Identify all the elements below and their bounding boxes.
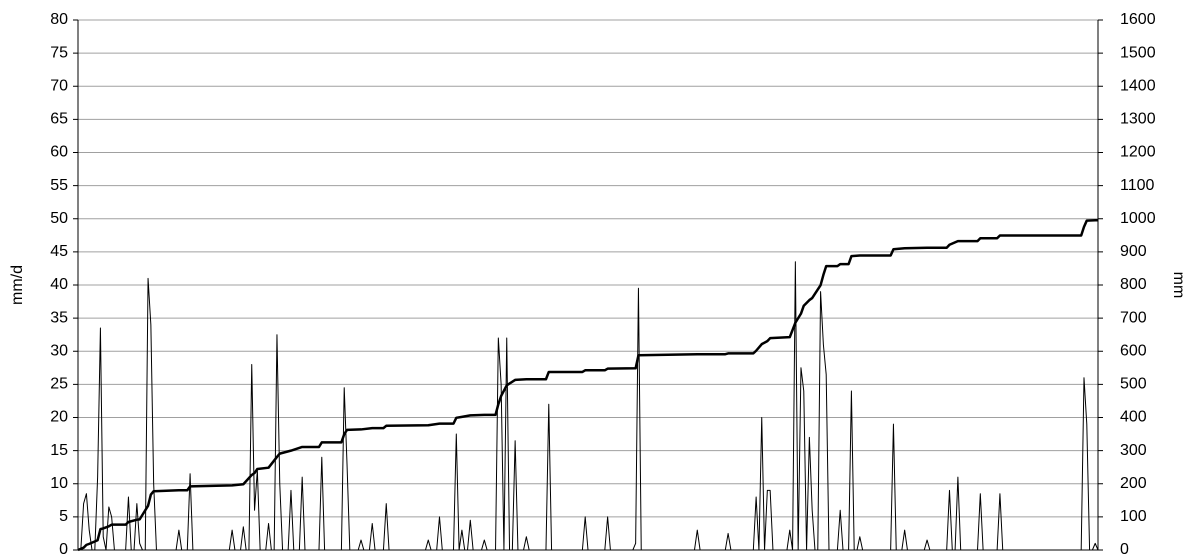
y-tick-label: 80 xyxy=(50,11,68,28)
y-tick-label: 50 xyxy=(50,210,68,227)
y2-tick-label: 1200 xyxy=(1120,144,1156,161)
y2-tick-label: 1500 xyxy=(1120,44,1156,61)
y-tick-label: 5 xyxy=(59,508,68,525)
y-tick-label: 20 xyxy=(50,409,68,426)
y2-tick-label: 1000 xyxy=(1120,210,1156,227)
y2-tick-label: 1300 xyxy=(1120,111,1156,128)
y2-tick-label: 1100 xyxy=(1120,177,1155,194)
y2-axis-label: mm xyxy=(1170,272,1187,299)
y-axis-label: mm/d xyxy=(9,265,26,305)
y-tick-label: 25 xyxy=(50,376,68,393)
y-tick-label: 55 xyxy=(50,177,68,194)
y2-tick-label: 600 xyxy=(1120,342,1147,359)
y2-tick-label: 500 xyxy=(1120,376,1147,393)
series-line xyxy=(78,261,1099,551)
y2-tick-label: 700 xyxy=(1120,309,1147,326)
y-tick-label: 15 xyxy=(50,442,68,459)
y-tick-label: 40 xyxy=(50,276,68,293)
y2-tick-label: 1600 xyxy=(1120,11,1156,28)
y2-tick-label: 300 xyxy=(1120,442,1147,459)
y-tick-label: 45 xyxy=(50,243,68,260)
y-tick-label: 60 xyxy=(50,144,68,161)
y2-tick-label: 200 xyxy=(1120,475,1147,492)
y2-tick-label: 400 xyxy=(1120,409,1147,426)
series-line xyxy=(77,218,1098,552)
y-tick-label: 75 xyxy=(50,44,68,61)
y2-tick-label: 100 xyxy=(1120,508,1147,525)
y2-tick-label: 1400 xyxy=(1120,77,1156,94)
y2-tick-label: 0 xyxy=(1120,541,1129,558)
y-tick-label: 30 xyxy=(50,342,68,359)
y-tick-label: 35 xyxy=(50,309,68,326)
y-tick-label: 65 xyxy=(50,111,68,128)
y-tick-label: 0 xyxy=(59,541,68,558)
y2-tick-label: 800 xyxy=(1120,276,1147,293)
y2-tick-label: 900 xyxy=(1120,243,1147,260)
y-tick-label: 70 xyxy=(50,77,68,94)
y-tick-label: 10 xyxy=(50,475,68,492)
